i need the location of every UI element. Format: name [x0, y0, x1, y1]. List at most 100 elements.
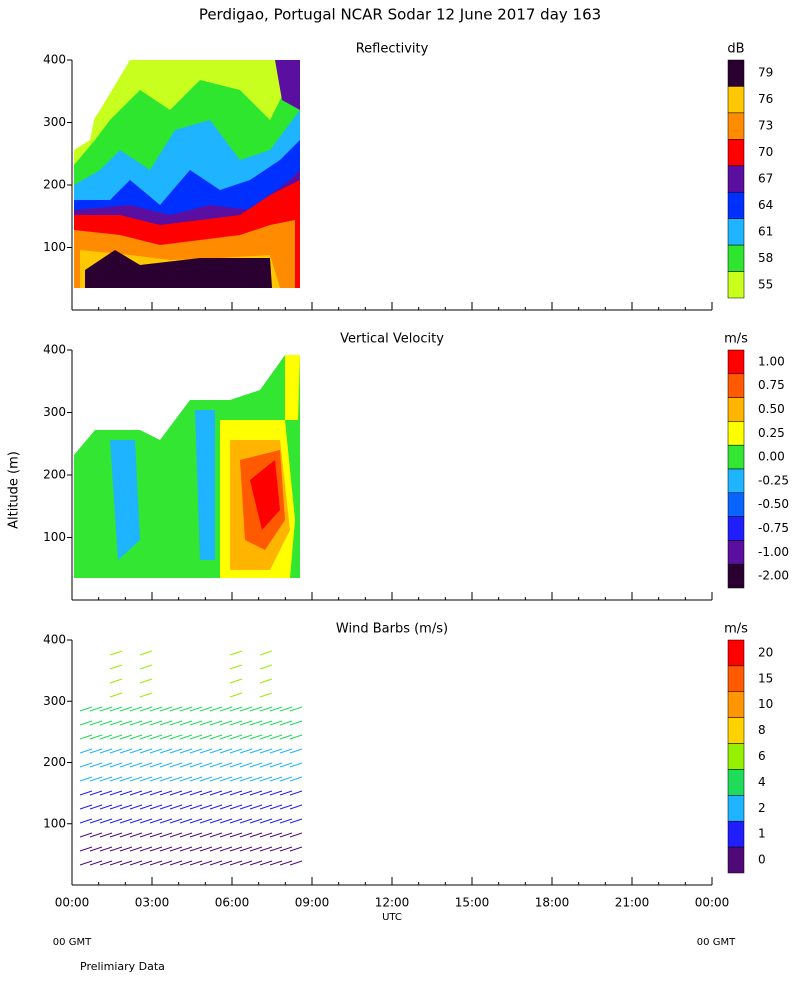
barb	[199, 748, 213, 754]
barb	[229, 832, 243, 838]
footer-note: Prelimiary Data	[80, 960, 165, 973]
barb	[109, 664, 123, 670]
barb	[279, 790, 293, 796]
barb	[279, 846, 293, 852]
barb	[189, 818, 203, 824]
barb	[259, 650, 273, 656]
y-tick-label: 400	[43, 53, 66, 67]
barb	[109, 832, 123, 838]
barb	[269, 804, 283, 810]
barb	[99, 818, 113, 824]
x-axis-label: UTC	[382, 912, 402, 923]
colorbar-label: 55	[758, 277, 773, 291]
barb	[169, 832, 183, 838]
barb	[269, 818, 283, 824]
barb	[219, 762, 233, 768]
colorbar-swatch	[727, 540, 745, 565]
barb	[179, 860, 193, 866]
barb	[199, 734, 213, 740]
colorbar-label: -0.25	[758, 473, 789, 487]
y-tick-label: 300	[43, 115, 66, 129]
colorbar-label: 20	[758, 645, 773, 659]
colorbar-swatch	[727, 846, 745, 874]
barb	[289, 706, 303, 712]
barb	[249, 734, 263, 740]
barb	[89, 706, 103, 712]
barb	[149, 832, 163, 838]
barb	[149, 790, 163, 796]
barb	[259, 818, 273, 824]
barb	[159, 860, 173, 866]
barb	[169, 776, 183, 782]
barb	[119, 776, 133, 782]
x-tick-label: 06:00	[215, 896, 250, 910]
barb	[149, 762, 163, 768]
barb	[139, 762, 153, 768]
barb	[279, 804, 293, 810]
barb	[229, 650, 243, 656]
barb	[189, 860, 203, 866]
barb	[209, 860, 223, 866]
barb	[249, 720, 263, 726]
barb	[79, 846, 93, 852]
barb	[209, 748, 223, 754]
barb	[219, 860, 233, 866]
barb	[269, 846, 283, 852]
barb	[209, 734, 223, 740]
barb	[229, 776, 243, 782]
barb	[239, 762, 253, 768]
barb	[109, 762, 123, 768]
barb	[129, 706, 143, 712]
barb	[79, 748, 93, 754]
barb	[279, 818, 293, 824]
barb	[229, 790, 243, 796]
barb	[289, 762, 303, 768]
colorbar-swatch	[727, 139, 745, 167]
barb	[159, 734, 173, 740]
x-tick-label: 09:00	[295, 896, 330, 910]
barb	[219, 832, 233, 838]
colorbar-label: 2	[758, 801, 766, 815]
barb	[249, 762, 263, 768]
panel-title: Reflectivity	[356, 42, 429, 57]
barb	[139, 818, 153, 824]
barb	[269, 762, 283, 768]
barb	[139, 664, 153, 670]
barb	[109, 706, 123, 712]
barb	[239, 706, 253, 712]
barb	[289, 776, 303, 782]
barb	[189, 748, 203, 754]
barb	[99, 832, 113, 838]
barb	[169, 762, 183, 768]
barb	[189, 734, 203, 740]
barb	[279, 720, 293, 726]
barb	[99, 804, 113, 810]
barb	[269, 748, 283, 754]
barb	[189, 776, 203, 782]
barb	[199, 790, 213, 796]
barb	[99, 706, 113, 712]
barb	[249, 832, 263, 838]
colorbar-label: 0.75	[758, 378, 785, 392]
barb	[239, 776, 253, 782]
barb	[129, 860, 143, 866]
barb	[189, 846, 203, 852]
barb	[159, 762, 173, 768]
barb	[199, 804, 213, 810]
barb	[139, 650, 153, 656]
colorbar-label: 6	[758, 749, 766, 763]
barb	[79, 720, 93, 726]
colorbar-label: 61	[758, 224, 773, 238]
barb	[279, 706, 293, 712]
barb	[269, 860, 283, 866]
barb	[279, 860, 293, 866]
colorbar-swatch	[727, 444, 745, 470]
barb	[179, 846, 193, 852]
barb	[219, 818, 233, 824]
colorbar-swatch	[727, 492, 745, 517]
barb	[269, 706, 283, 712]
x-tick-label: 21:00	[615, 896, 650, 910]
barb	[179, 804, 193, 810]
colorbar-swatch	[727, 691, 745, 718]
barb	[229, 720, 243, 726]
